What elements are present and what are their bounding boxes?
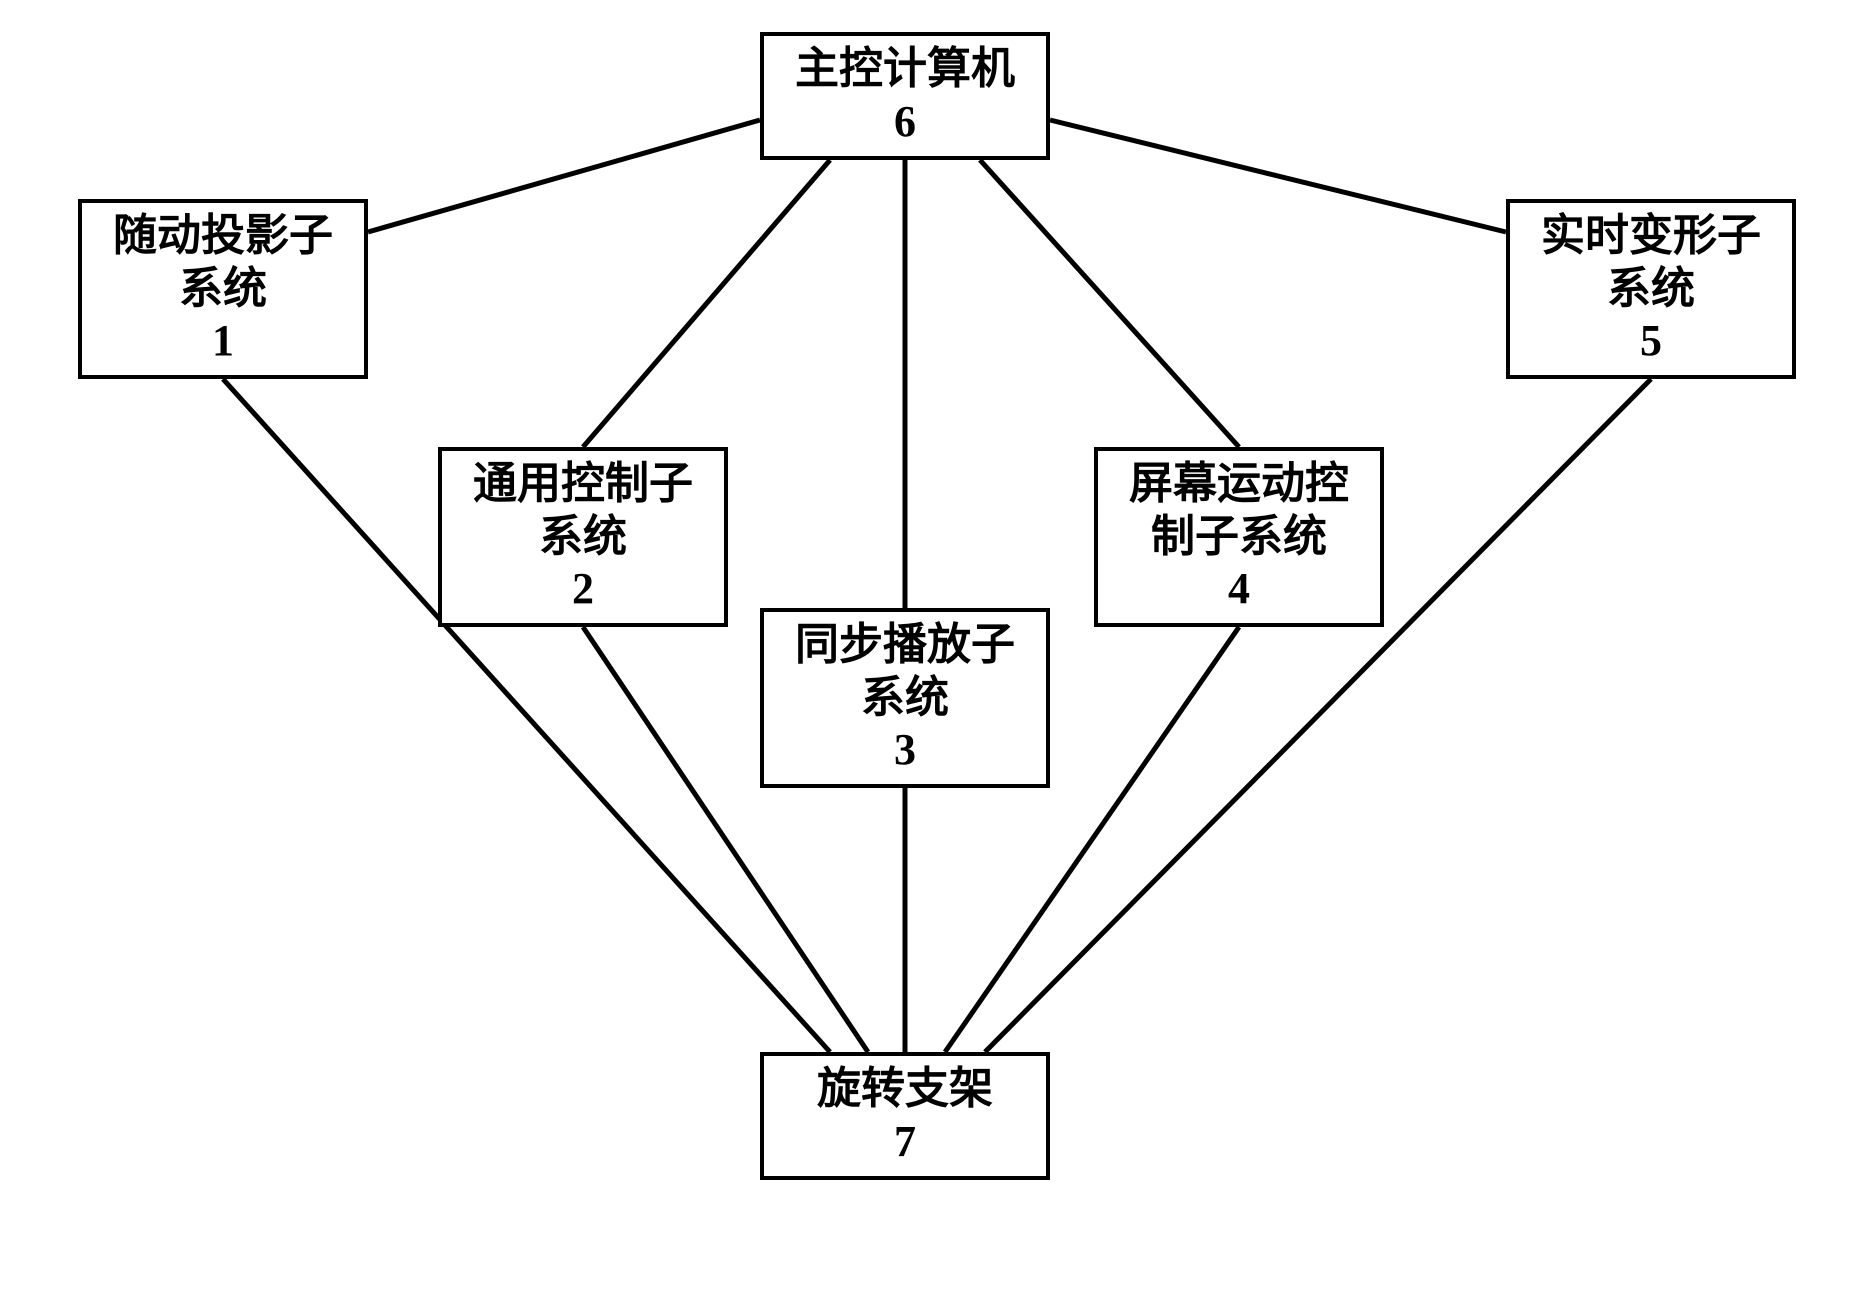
node-number: 3 [894, 724, 916, 777]
edge-n6-n2 [583, 160, 830, 447]
node-label: 主控计算机 [795, 43, 1015, 96]
node-n7: 旋转支架7 [760, 1052, 1050, 1180]
node-number: 5 [1640, 315, 1662, 368]
node-number: 7 [894, 1116, 916, 1169]
node-n2: 通用控制子系统2 [438, 447, 728, 627]
edge-n6-n1 [368, 120, 760, 232]
node-n6: 主控计算机6 [760, 32, 1050, 160]
node-number: 4 [1228, 563, 1250, 616]
node-label: 实时变形子系统 [1541, 210, 1761, 316]
node-label: 屏幕运动控制子系统 [1129, 458, 1349, 564]
node-label: 同步播放子系统 [795, 619, 1015, 725]
node-n3: 同步播放子系统3 [760, 608, 1050, 788]
edge-n6-n5 [1050, 120, 1506, 232]
node-number: 2 [572, 563, 594, 616]
node-n1: 随动投影子系统1 [78, 199, 368, 379]
node-number: 6 [894, 96, 916, 149]
node-n5: 实时变形子系统5 [1506, 199, 1796, 379]
node-number: 1 [212, 315, 234, 368]
node-label: 通用控制子系统 [473, 458, 693, 564]
node-label: 旋转支架 [817, 1063, 993, 1116]
node-label: 随动投影子系统 [113, 210, 333, 316]
edge-n6-n4 [980, 160, 1239, 447]
node-n4: 屏幕运动控制子系统4 [1094, 447, 1384, 627]
system-diagram: 随动投影子系统1通用控制子系统2同步播放子系统3屏幕运动控制子系统4实时变形子系… [0, 0, 1864, 1296]
